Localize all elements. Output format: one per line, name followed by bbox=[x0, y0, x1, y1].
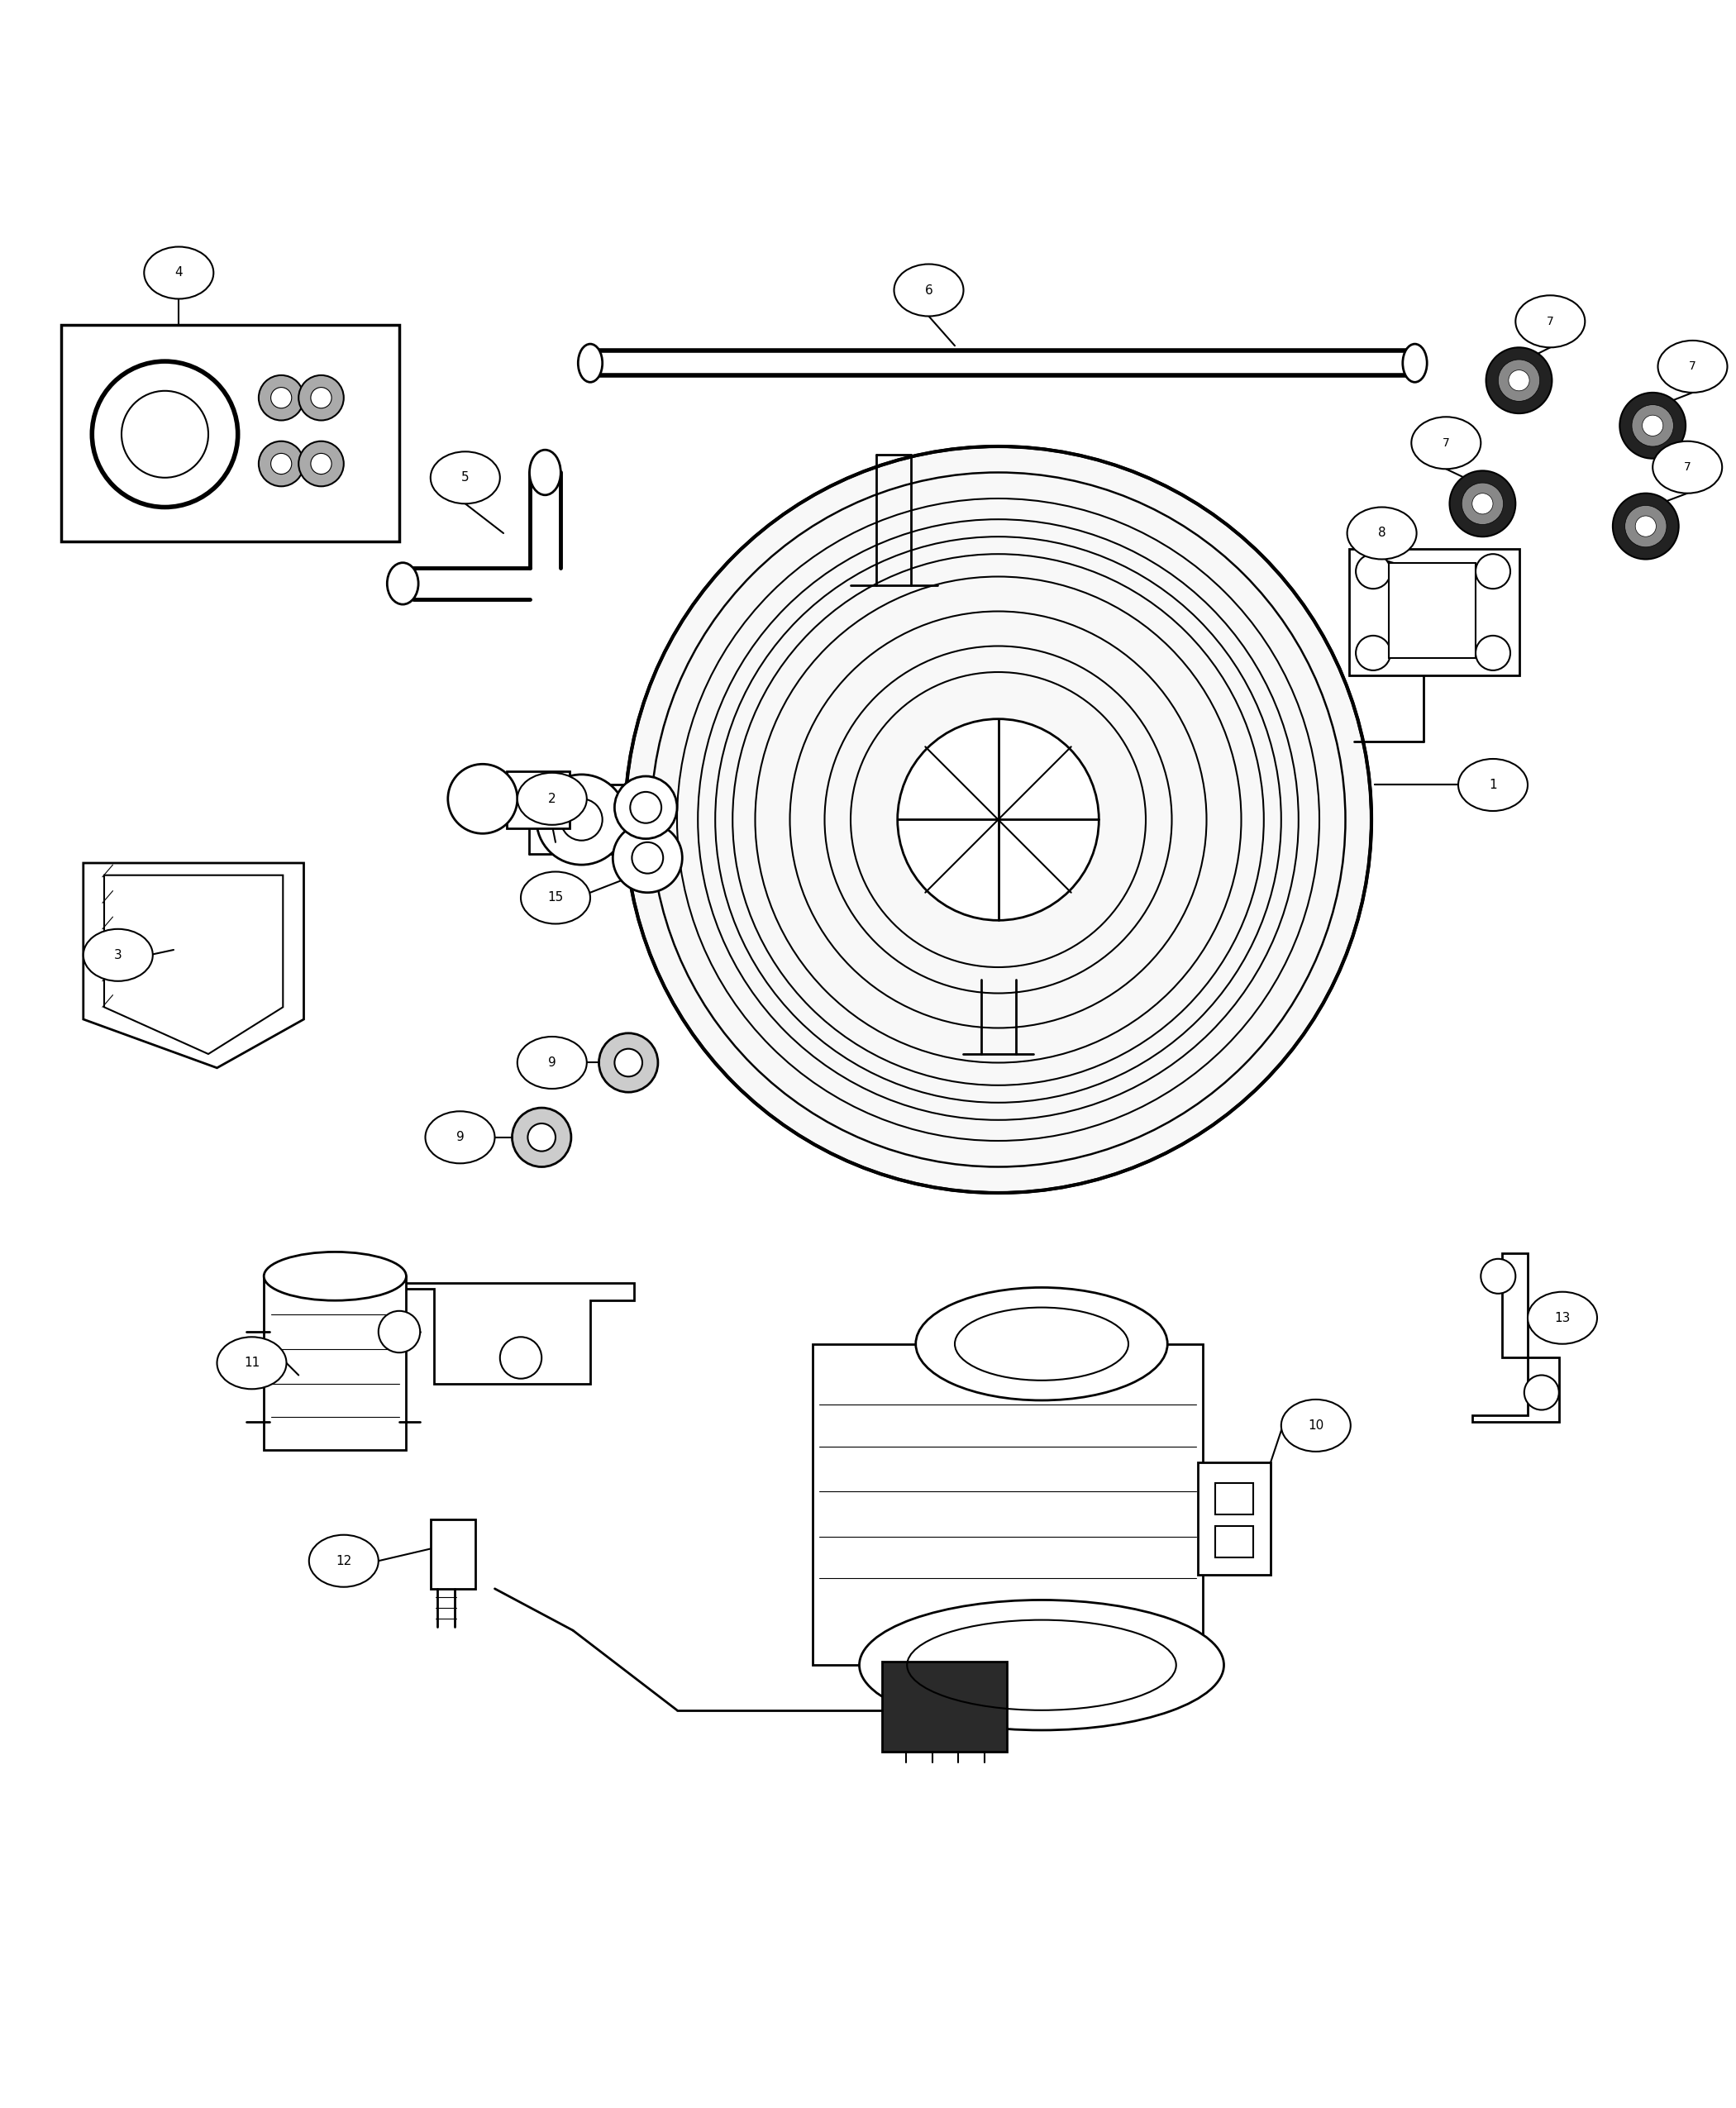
Ellipse shape bbox=[387, 563, 418, 605]
Polygon shape bbox=[507, 772, 569, 828]
Ellipse shape bbox=[517, 774, 587, 824]
Circle shape bbox=[1498, 360, 1540, 401]
Text: 7: 7 bbox=[1443, 436, 1450, 449]
Circle shape bbox=[299, 375, 344, 419]
Text: 12: 12 bbox=[335, 1556, 352, 1566]
Circle shape bbox=[625, 447, 1371, 1193]
Circle shape bbox=[1613, 493, 1679, 559]
Circle shape bbox=[448, 763, 517, 833]
Ellipse shape bbox=[894, 264, 963, 316]
Circle shape bbox=[1620, 392, 1686, 460]
Ellipse shape bbox=[1403, 344, 1427, 382]
Circle shape bbox=[1462, 483, 1503, 525]
Circle shape bbox=[1450, 470, 1516, 538]
Text: 11: 11 bbox=[243, 1358, 260, 1370]
Text: 4: 4 bbox=[175, 266, 182, 278]
Text: 2: 2 bbox=[549, 793, 556, 805]
Text: 9: 9 bbox=[457, 1132, 464, 1143]
Ellipse shape bbox=[578, 344, 602, 382]
Text: 7: 7 bbox=[1684, 462, 1691, 472]
Text: 15: 15 bbox=[547, 892, 564, 904]
Ellipse shape bbox=[517, 1037, 587, 1088]
Text: 7: 7 bbox=[1547, 316, 1554, 327]
Ellipse shape bbox=[1516, 295, 1585, 348]
Circle shape bbox=[615, 776, 677, 839]
Ellipse shape bbox=[1528, 1292, 1597, 1345]
Circle shape bbox=[613, 822, 682, 892]
Ellipse shape bbox=[425, 1111, 495, 1164]
Circle shape bbox=[271, 453, 292, 474]
Ellipse shape bbox=[521, 873, 590, 923]
Circle shape bbox=[1486, 348, 1552, 413]
Circle shape bbox=[259, 441, 304, 487]
Circle shape bbox=[259, 375, 304, 419]
Ellipse shape bbox=[309, 1535, 378, 1587]
Bar bbox=[1215, 1526, 1253, 1558]
Circle shape bbox=[1524, 1374, 1559, 1410]
Circle shape bbox=[271, 388, 292, 409]
Circle shape bbox=[311, 453, 332, 474]
Ellipse shape bbox=[529, 449, 561, 495]
Ellipse shape bbox=[217, 1336, 286, 1389]
Circle shape bbox=[1476, 554, 1510, 588]
Ellipse shape bbox=[264, 1252, 406, 1301]
Ellipse shape bbox=[1411, 417, 1481, 468]
Ellipse shape bbox=[1458, 759, 1528, 812]
Circle shape bbox=[500, 1336, 542, 1379]
Bar bbox=[1389, 563, 1476, 658]
Circle shape bbox=[1509, 371, 1529, 390]
Circle shape bbox=[1476, 637, 1510, 670]
Ellipse shape bbox=[144, 247, 214, 299]
Circle shape bbox=[1625, 506, 1667, 548]
Circle shape bbox=[615, 1050, 642, 1077]
Circle shape bbox=[1635, 516, 1656, 538]
Circle shape bbox=[512, 1109, 571, 1168]
Bar bbox=[61, 325, 399, 542]
Circle shape bbox=[378, 1311, 420, 1353]
Ellipse shape bbox=[1281, 1400, 1351, 1452]
Circle shape bbox=[1356, 637, 1391, 670]
Ellipse shape bbox=[83, 930, 153, 980]
Circle shape bbox=[599, 1033, 658, 1092]
Circle shape bbox=[122, 390, 208, 479]
Circle shape bbox=[299, 441, 344, 487]
Circle shape bbox=[528, 1124, 556, 1151]
Ellipse shape bbox=[1347, 508, 1417, 559]
Bar bbox=[1349, 548, 1519, 675]
Circle shape bbox=[1632, 405, 1674, 447]
Ellipse shape bbox=[1658, 341, 1727, 392]
Bar bbox=[264, 1275, 406, 1450]
Text: 1: 1 bbox=[1489, 778, 1496, 790]
Text: 13: 13 bbox=[1554, 1311, 1571, 1324]
Ellipse shape bbox=[955, 1307, 1128, 1381]
Ellipse shape bbox=[859, 1600, 1224, 1731]
Circle shape bbox=[1481, 1258, 1516, 1294]
Text: 5: 5 bbox=[462, 472, 469, 485]
Bar bbox=[431, 1520, 476, 1589]
Circle shape bbox=[311, 388, 332, 409]
Circle shape bbox=[536, 774, 627, 864]
Bar bbox=[812, 1345, 1203, 1665]
Ellipse shape bbox=[431, 451, 500, 504]
Text: 3: 3 bbox=[115, 949, 122, 961]
Circle shape bbox=[1356, 554, 1391, 588]
Circle shape bbox=[1642, 415, 1663, 436]
Text: 10: 10 bbox=[1307, 1419, 1325, 1431]
Ellipse shape bbox=[1653, 441, 1722, 493]
Text: 6: 6 bbox=[925, 285, 932, 297]
Text: 9: 9 bbox=[549, 1056, 556, 1069]
Circle shape bbox=[1472, 493, 1493, 514]
Bar bbox=[1198, 1463, 1271, 1575]
Text: 7: 7 bbox=[1689, 360, 1696, 373]
Text: 8: 8 bbox=[1378, 527, 1385, 540]
Bar bbox=[1215, 1482, 1253, 1514]
Ellipse shape bbox=[917, 1288, 1167, 1400]
Circle shape bbox=[898, 719, 1099, 921]
Bar bbox=[882, 1661, 1007, 1752]
